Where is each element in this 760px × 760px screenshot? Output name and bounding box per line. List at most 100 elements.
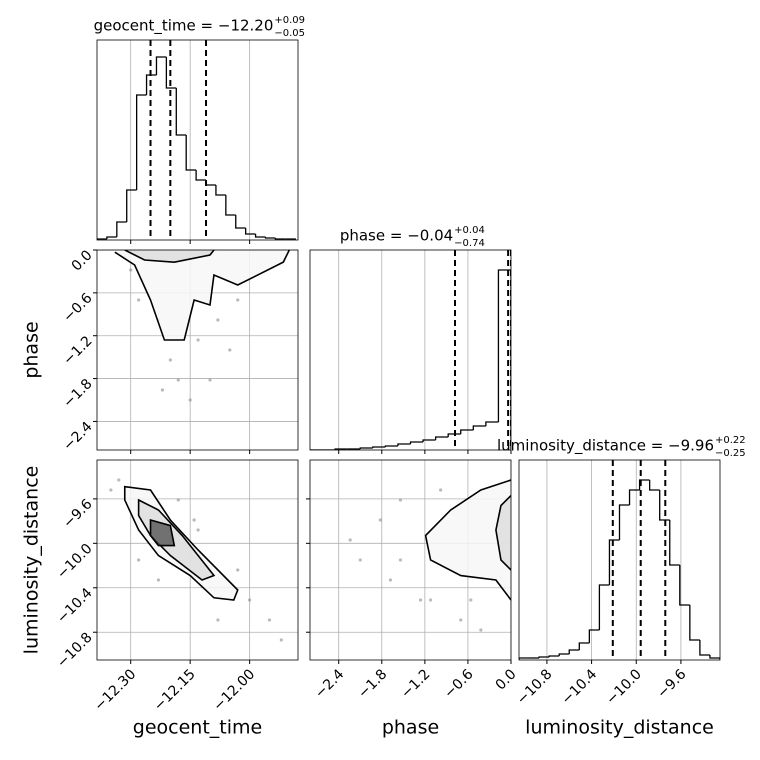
title-lower: −0.74	[454, 238, 485, 249]
sample-point	[216, 318, 220, 322]
y-tick-label: −9.6	[60, 496, 95, 531]
histogram-bin	[235, 215, 246, 229]
histogram-bin	[384, 445, 398, 447]
sample-point	[129, 268, 133, 272]
histogram-bin	[588, 629, 600, 643]
sample-point	[236, 298, 240, 302]
y-tick-label: 0.0	[69, 247, 96, 274]
sample-point	[192, 518, 196, 522]
sample-point	[348, 538, 352, 542]
histogram-bin	[155, 56, 167, 75]
histogram-bin	[205, 180, 216, 186]
histogram-bin	[608, 539, 620, 585]
x-tick-label: −0.6	[441, 666, 476, 701]
histogram-bin	[497, 269, 511, 450]
sample-point	[459, 618, 463, 622]
x-tick-label: −12.30	[91, 666, 139, 714]
histogram-bin	[175, 88, 187, 136]
contour	[114, 250, 290, 341]
histogram-bin	[422, 439, 436, 442]
title-upper: +0.22	[715, 435, 746, 446]
histogram-bin	[126, 189, 137, 222]
title-lower: −0.05	[274, 28, 305, 39]
histogram-bin	[659, 490, 670, 521]
histogram-bin	[598, 584, 610, 630]
histogram-bin	[145, 74, 157, 95]
histogram-bin	[558, 653, 570, 656]
panel	[97, 40, 296, 240]
sample-point	[117, 478, 121, 482]
histogram-bin	[485, 421, 499, 426]
contour	[124, 250, 215, 263]
histogram-bin	[519, 657, 530, 660]
x-axis-label: geocent_time	[133, 717, 262, 739]
sample-point	[398, 498, 403, 502]
histogram-bin	[472, 425, 486, 430]
histogram-bin	[618, 504, 630, 540]
x-tick-label: 0.0	[493, 666, 520, 693]
histogram-bin	[548, 655, 560, 657]
sample-point	[216, 618, 220, 622]
sample-point	[388, 578, 392, 582]
histogram-bin	[135, 94, 147, 190]
sample-point	[176, 378, 180, 382]
contour	[137, 498, 216, 581]
y-axis-label: phase	[21, 321, 43, 378]
sample-point	[479, 628, 483, 632]
panel	[97, 250, 298, 450]
y-tick-label: −10.8	[54, 630, 96, 672]
y-tick-label: −0.6	[60, 290, 95, 325]
contour	[149, 518, 176, 547]
panel-title: geocent_time = −12.20	[94, 17, 274, 36]
sample-point	[160, 388, 165, 392]
sample-point	[358, 558, 362, 562]
panel-frame	[518, 459, 721, 661]
sample-point	[156, 578, 161, 582]
sample-point	[168, 358, 172, 362]
histogram-bin	[578, 642, 590, 650]
x-tick-label: −12.00	[210, 666, 258, 714]
contour	[495, 494, 511, 571]
x-tick-label: −10.8	[514, 666, 556, 708]
panel-frame	[309, 249, 512, 451]
title-upper: +0.04	[454, 225, 485, 236]
histogram-bin	[254, 234, 266, 238]
panel-title: phase = −0.04	[340, 227, 453, 245]
histogram-bin	[649, 480, 660, 491]
panel	[519, 460, 720, 660]
x-tick-label: −1.2	[398, 666, 433, 701]
x-tick-label: −9.6	[654, 666, 689, 701]
sample-point	[137, 298, 141, 302]
sample-point	[429, 598, 433, 602]
sample-point	[188, 398, 192, 402]
histogram-bin	[447, 433, 461, 437]
sample-point	[236, 568, 240, 572]
panel-frame	[96, 459, 299, 661]
y-axis-label: luminosity_distance	[21, 466, 43, 655]
panel	[310, 460, 511, 660]
histogram-bin	[195, 170, 207, 181]
histogram-bin	[359, 447, 373, 449]
histogram-bin	[689, 605, 700, 641]
sample-point	[137, 558, 141, 562]
histogram-bin	[215, 185, 226, 196]
panel	[310, 250, 511, 450]
histogram-bin	[638, 479, 650, 490]
x-tick-label: −2.4	[312, 666, 347, 701]
histogram-bin	[165, 57, 177, 89]
x-tick-label: −10.0	[603, 666, 645, 708]
x-axis-label: luminosity_distance	[525, 717, 714, 739]
sample-point	[279, 638, 283, 642]
histogram-bin	[225, 195, 236, 216]
histogram-bin	[460, 429, 474, 434]
histogram-bin	[274, 238, 286, 240]
y-tick-label: −1.2	[60, 333, 95, 368]
sample-point	[196, 528, 200, 532]
panel-frame	[96, 39, 299, 241]
histogram-bin	[185, 135, 197, 171]
sample-point	[469, 598, 473, 602]
histogram-bin	[538, 656, 550, 658]
x-axis-label: phase	[382, 717, 439, 739]
histogram-bin	[372, 446, 386, 448]
sample-point	[267, 618, 272, 622]
